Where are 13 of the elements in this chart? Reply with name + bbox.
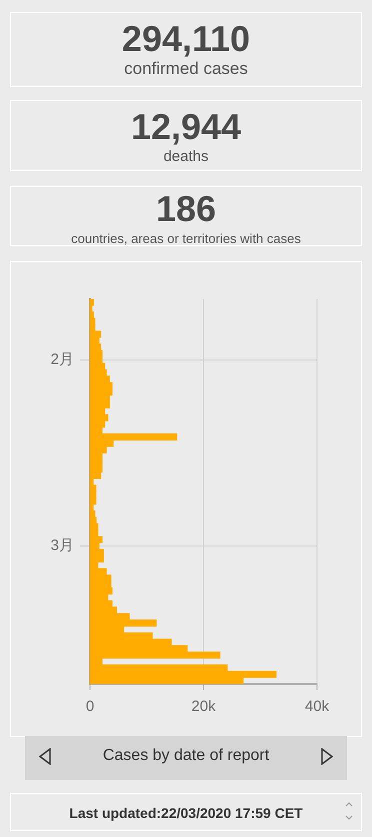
text: 12,944 — [130, 106, 242, 147]
text: 294,110 — [120, 18, 252, 59]
y-tick-label: 3月 — [50, 537, 74, 554]
text: 186 — [154, 188, 218, 229]
x-tick-label: 40k — [304, 698, 330, 716]
text: Last updated:22/03/2020 17:59 CET — [10, 793, 362, 831]
y-tick-label: 2月 — [50, 351, 74, 368]
text: Cases by date of report — [102, 747, 270, 764]
x-tick-label: 0 — [86, 698, 94, 716]
x-tick-label: 20k — [191, 698, 216, 716]
text: deaths — [162, 147, 210, 167]
text: confirmed cases — [123, 59, 249, 79]
text: countries, areas or territories with cases — [70, 230, 302, 248]
